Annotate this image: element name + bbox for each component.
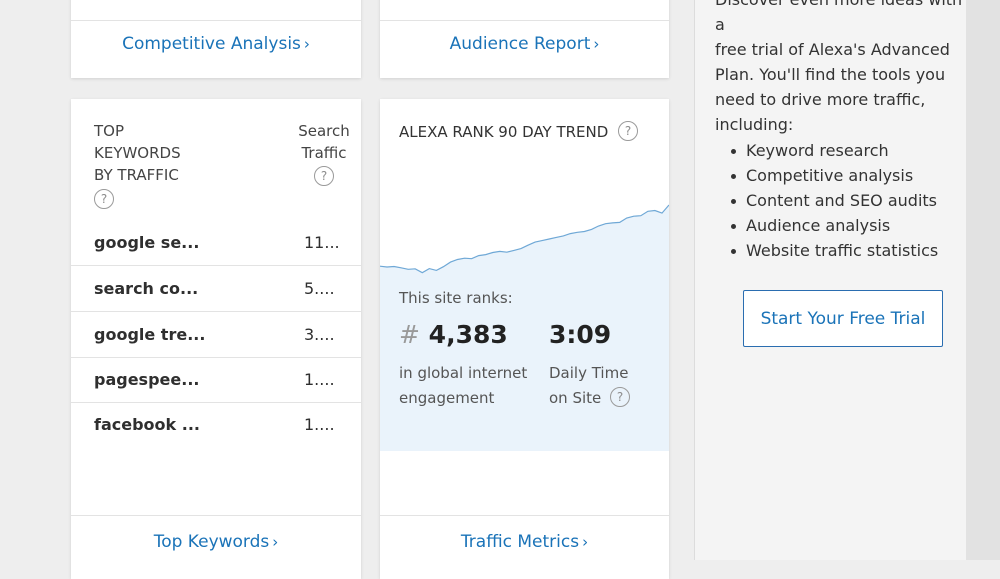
traffic-header: Search Traffic ? (293, 120, 355, 186)
rank-trend-chart (380, 204, 669, 451)
feature-item: Website traffic statistics (715, 238, 938, 263)
feature-item: Keyword research (715, 138, 938, 163)
chevron-right-icon: › (593, 35, 600, 53)
keywords-header-line: BY TRAFFIC (94, 166, 179, 184)
keyword-traffic: 1.... (304, 370, 335, 389)
audience-report-label: Audience Report (449, 34, 591, 54)
hash-icon: # (399, 320, 420, 349)
sidebar-upsell: Discover even more ideas with a free tri… (694, 0, 967, 560)
keyword-row[interactable]: google tre... 3.... (71, 312, 361, 358)
top-keywords-link[interactable]: Top Keywords › (154, 532, 279, 552)
feature-list: Keyword research Competitive analysis Co… (715, 138, 938, 263)
keyword-traffic: 5.... (304, 279, 335, 298)
daily-time-value: 3:09 (549, 320, 612, 349)
rank-caption-line: engagement (399, 389, 495, 407)
keyword-traffic: 11... (304, 233, 340, 252)
competitive-analysis-card: Competitive Analysis › (71, 0, 361, 78)
sidebar-intro-line: Discover even more ideas with a (715, 0, 962, 34)
sidebar-intro-line: including: (715, 115, 794, 134)
site-ranks-label: This site ranks: (399, 289, 513, 307)
rank-card-title: ALEXA RANK 90 DAY TREND (399, 123, 609, 141)
rank-value: 4,383 (428, 320, 508, 349)
rank-caption-line: in global internet (399, 364, 528, 382)
help-icon[interactable]: ? (314, 165, 334, 186)
page-scrollbar[interactable] (966, 0, 1000, 560)
feature-item: Audience analysis (715, 213, 938, 238)
keyword-row[interactable]: pagespee... 1.... (71, 357, 361, 403)
keyword-row[interactable]: google se... 11... (71, 220, 361, 266)
trend-area (380, 205, 669, 451)
feature-item: Content and SEO audits (715, 188, 938, 213)
daily-time-caption: Daily Time on Site ? (549, 361, 631, 411)
sidebar-intro-line: need to drive more traffic, (715, 90, 926, 109)
daily-time-caption-line: on Site ? (549, 386, 631, 411)
keywords-header: TOP KEYWORDS BY TRAFFIC ? (94, 120, 181, 209)
keyword-text: search co... (94, 279, 199, 298)
rank-card-title-row: ALEXA RANK 90 DAY TREND ? (399, 121, 639, 143)
keyword-traffic: 1.... (304, 415, 335, 434)
chevron-right-icon: › (272, 533, 279, 551)
traffic-header-line: Search (298, 122, 350, 140)
top-keywords-label: Top Keywords (153, 532, 270, 552)
card-divider (380, 20, 669, 21)
keywords-header-line: TOP (94, 122, 125, 140)
card-divider (71, 515, 361, 516)
help-icon[interactable]: ? (94, 188, 114, 209)
rank-caption: in global internet engagement (399, 361, 527, 411)
audience-report-link[interactable]: Audience Report › (450, 34, 600, 54)
global-rank: # 4,383 (399, 320, 508, 349)
feature-item: Competitive analysis (715, 163, 938, 188)
traffic-header-line: Traffic (301, 144, 347, 162)
keyword-traffic: 3.... (304, 325, 335, 344)
trend-line (380, 204, 669, 274)
keyword-row[interactable]: facebook ... 1.... (71, 402, 361, 447)
chevron-right-icon: › (303, 35, 310, 53)
top-keywords-card: TOP KEYWORDS BY TRAFFIC ? Search Traffic… (71, 99, 361, 579)
card-divider (71, 20, 361, 21)
sidebar-intro-line: Plan. You'll find the tools you (715, 65, 946, 84)
daily-time-caption-text: on Site (549, 389, 602, 407)
audience-report-card: Audience Report › (380, 0, 669, 78)
competitive-analysis-label: Competitive Analysis (122, 34, 301, 54)
sidebar-intro: Discover even more ideas with a free tri… (715, 0, 970, 137)
start-free-trial-button[interactable]: Start Your Free Trial (743, 290, 943, 347)
keyword-text: facebook ... (94, 415, 200, 434)
keyword-text: pagespee... (94, 370, 200, 389)
keyword-text: google tre... (94, 325, 206, 344)
chevron-right-icon: › (582, 533, 589, 551)
daily-time-caption-line: Daily Time (549, 364, 629, 382)
competitive-analysis-link[interactable]: Competitive Analysis › (122, 34, 310, 54)
keywords-header-line: KEYWORDS (94, 144, 181, 162)
card-divider (380, 515, 669, 516)
help-icon[interactable]: ? (610, 387, 631, 407)
help-icon[interactable]: ? (618, 121, 639, 141)
traffic-metrics-label: Traffic Metrics (460, 532, 580, 552)
alexa-rank-card: ALEXA RANK 90 DAY TREND ? This site rank… (380, 99, 669, 579)
traffic-metrics-link[interactable]: Traffic Metrics › (461, 532, 588, 552)
sidebar-intro-line: free trial of Alexa's Advanced (715, 40, 950, 59)
keyword-text: google se... (94, 233, 200, 252)
keyword-row[interactable]: search co... 5.... (71, 266, 361, 312)
